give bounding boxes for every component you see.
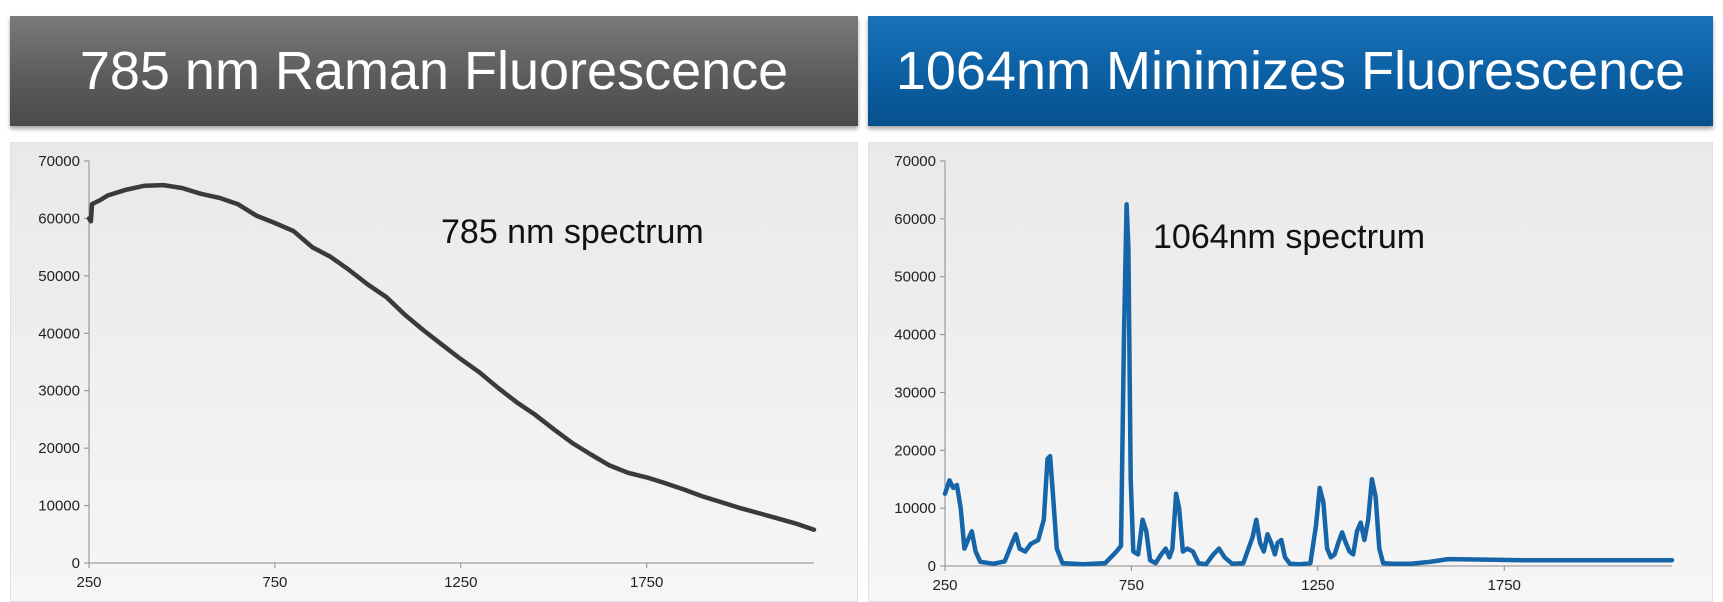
right-chart-y-tick-label: 60000 bbox=[894, 211, 936, 228]
right-chart-x-tick-label: 250 bbox=[932, 577, 957, 594]
left-chart-series-line bbox=[86, 182, 817, 532]
right-chart-y-tick-label: 0 bbox=[928, 558, 936, 575]
right-chart-x-tick-label: 1750 bbox=[1488, 577, 1521, 594]
right-chart-y-tick-label: 70000 bbox=[894, 153, 936, 170]
right-chart-y-tick-label: 20000 bbox=[894, 442, 936, 459]
right-chart-y-tick-label: 10000 bbox=[894, 500, 936, 517]
left-chart-y-tick-label: 0 bbox=[72, 555, 80, 572]
right-chart-x-tick-label: 750 bbox=[1119, 577, 1144, 594]
right-chart-x-tick-label: 1250 bbox=[1301, 577, 1334, 594]
left-chart-annotation: 785 nm spectrum bbox=[441, 213, 704, 251]
left-chart-svg: 0 10000 20000 30000 40000 50000 60000 70000 250 7… bbox=[38, 153, 817, 591]
right-chart-svg: 0 10000 20000 30000 40000 50000 60000 70000 250 7… bbox=[894, 153, 1675, 594]
left-chart-x-tick-label: 250 bbox=[76, 574, 101, 591]
left-chart-y-tick-label: 70000 bbox=[38, 153, 80, 170]
left-chart-x-tick-label: 1750 bbox=[630, 574, 663, 591]
right-chart-y-tick-label: 50000 bbox=[894, 269, 936, 286]
right-chart-title: 1064nm Minimizes Fluorescence bbox=[868, 16, 1713, 126]
left-chart-y-tick-label: 60000 bbox=[38, 210, 80, 227]
left-chart-y-tick-label: 30000 bbox=[38, 383, 80, 400]
left-panel: 785 nm Raman Fluorescence 0 10000 20000 300… bbox=[10, 16, 858, 602]
left-chart-y-tick-label: 50000 bbox=[38, 268, 80, 285]
left-chart-y-tick-label: 20000 bbox=[38, 440, 80, 457]
left-chart-x-tick-label: 1250 bbox=[444, 574, 477, 591]
right-chart-y-tick-label: 30000 bbox=[894, 384, 936, 401]
right-chart-area: 0 10000 20000 30000 40000 50000 60000 70000 250 7… bbox=[868, 142, 1713, 602]
left-chart-y-tick-label: 40000 bbox=[38, 325, 80, 342]
left-chart-y-tick-label: 10000 bbox=[38, 498, 80, 515]
right-chart-series-line bbox=[942, 202, 1675, 567]
right-panel: 1064nm Minimizes Fluorescence 0 10000 2000… bbox=[868, 16, 1713, 602]
left-chart-area: 0 10000 20000 30000 40000 50000 60000 70000 250 7… bbox=[10, 142, 858, 602]
right-chart-annotation: 1064nm spectrum bbox=[1153, 218, 1425, 256]
right-chart-y-tick-label: 40000 bbox=[894, 327, 936, 344]
left-chart-x-tick-label: 750 bbox=[262, 574, 287, 591]
left-chart-title: 785 nm Raman Fluorescence bbox=[10, 16, 858, 126]
